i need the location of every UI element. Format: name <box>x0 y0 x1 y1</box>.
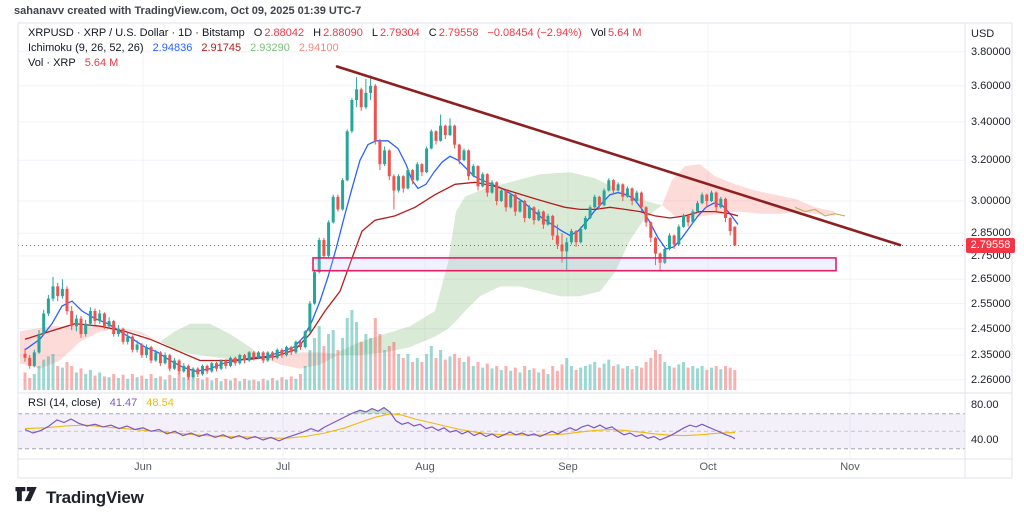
month-label: Jun <box>134 461 152 473</box>
price-tick-label: 3.00000 <box>971 195 1011 207</box>
price-axis-currency: USD <box>971 28 995 40</box>
price-tick-label: 2.65000 <box>971 273 1011 285</box>
time-axis[interactable]: Jun Jul Aug Sep Oct Nov <box>0 461 1024 477</box>
month-label: Oct <box>699 461 717 473</box>
high-label: H <box>313 27 322 39</box>
volume-study-value: 5.64 M <box>84 57 119 69</box>
open-label: O <box>253 27 263 39</box>
close-value: 2.79558 <box>438 27 479 39</box>
price-tick-label: 2.85000 <box>971 227 1011 239</box>
change-value: −0.08454 (−2.94%) <box>487 27 582 39</box>
symbol-title: XRPUSD · XRP / U.S. Dollar · 1D · Bitsta… <box>28 27 245 39</box>
ichimoku-base-value: 2.91745 <box>201 42 242 54</box>
ichimoku-title: Ichimoku (9, 26, 52, 26) <box>28 42 144 54</box>
ichimoku-legend-row[interactable]: Ichimoku (9, 26, 52, 26) 2.94836 2.91745… <box>28 42 339 54</box>
ichimoku-lagging-value: 2.93290 <box>250 42 290 54</box>
close-label: C <box>428 27 437 39</box>
price-tick-label: 2.55000 <box>971 298 1011 310</box>
month-label: Aug <box>415 461 435 473</box>
attribution-text: sahanavv created with TradingView.com, O… <box>14 5 362 17</box>
price-tick-label: 3.20000 <box>971 154 1011 166</box>
open-value-pair: O 2.88042 <box>254 27 304 39</box>
volume-value: 5.64 M <box>607 27 642 39</box>
price-tick-label: 2.75000 <box>971 250 1011 262</box>
month-label: Nov <box>840 461 860 473</box>
volume-legend-row[interactable]: Vol · XRP 5.64 M <box>28 57 118 69</box>
high-value-pair: H 2.88090 <box>313 27 363 39</box>
close-value-pair: C 2.79558 <box>429 27 479 39</box>
tradingview-logo-icon <box>15 487 40 509</box>
low-label: L <box>371 27 378 39</box>
tradingview-logo[interactable]: TradingView <box>15 487 144 509</box>
volume-study-title: Vol · XRP <box>28 57 76 69</box>
volume-value-pair: Vol 5.64 M <box>591 27 642 39</box>
symbol-legend-row[interactable]: XRPUSD · XRP / U.S. Dollar · 1D · Bitsta… <box>28 27 642 39</box>
price-tick-label: 3.80000 <box>971 46 1011 58</box>
price-tick-label: 3.40000 <box>971 116 1011 128</box>
rsi-legend-row[interactable]: RSI (14, close) 41.47 48.54 <box>28 397 174 409</box>
price-tick-label: 3.60000 <box>971 80 1011 92</box>
price-tick-label: 2.35000 <box>971 349 1011 361</box>
price-tick-label: 2.45000 <box>971 323 1011 335</box>
price-axis[interactable]: 3.80000 3.60000 3.40000 3.20000 3.00000 2.850… <box>966 0 1024 478</box>
rsi-tick-label: 80.00 <box>971 399 999 411</box>
ichimoku-lead-value: 2.94100 <box>298 42 339 54</box>
low-value-pair: L 2.79304 <box>372 27 420 39</box>
tradingview-logo-text: TradingView <box>46 488 144 507</box>
open-value: 2.88042 <box>264 27 305 39</box>
month-label: Jul <box>275 461 291 473</box>
volume-label: Vol <box>590 27 606 39</box>
rsi-title: RSI (14, close) <box>28 397 101 409</box>
high-value: 2.88090 <box>323 27 363 39</box>
current-price-label: 2.79558 <box>966 238 1015 253</box>
price-tick-label: 2.26000 <box>971 374 1011 386</box>
rsi-ma-value: 48.54 <box>146 397 174 409</box>
rsi-value: 41.47 <box>109 397 138 409</box>
low-value: 2.79304 <box>379 27 420 39</box>
ichimoku-conversion-value: 2.94836 <box>152 42 193 54</box>
month-label: Sep <box>558 461 578 473</box>
rsi-tick-label: 40.00 <box>971 434 999 446</box>
